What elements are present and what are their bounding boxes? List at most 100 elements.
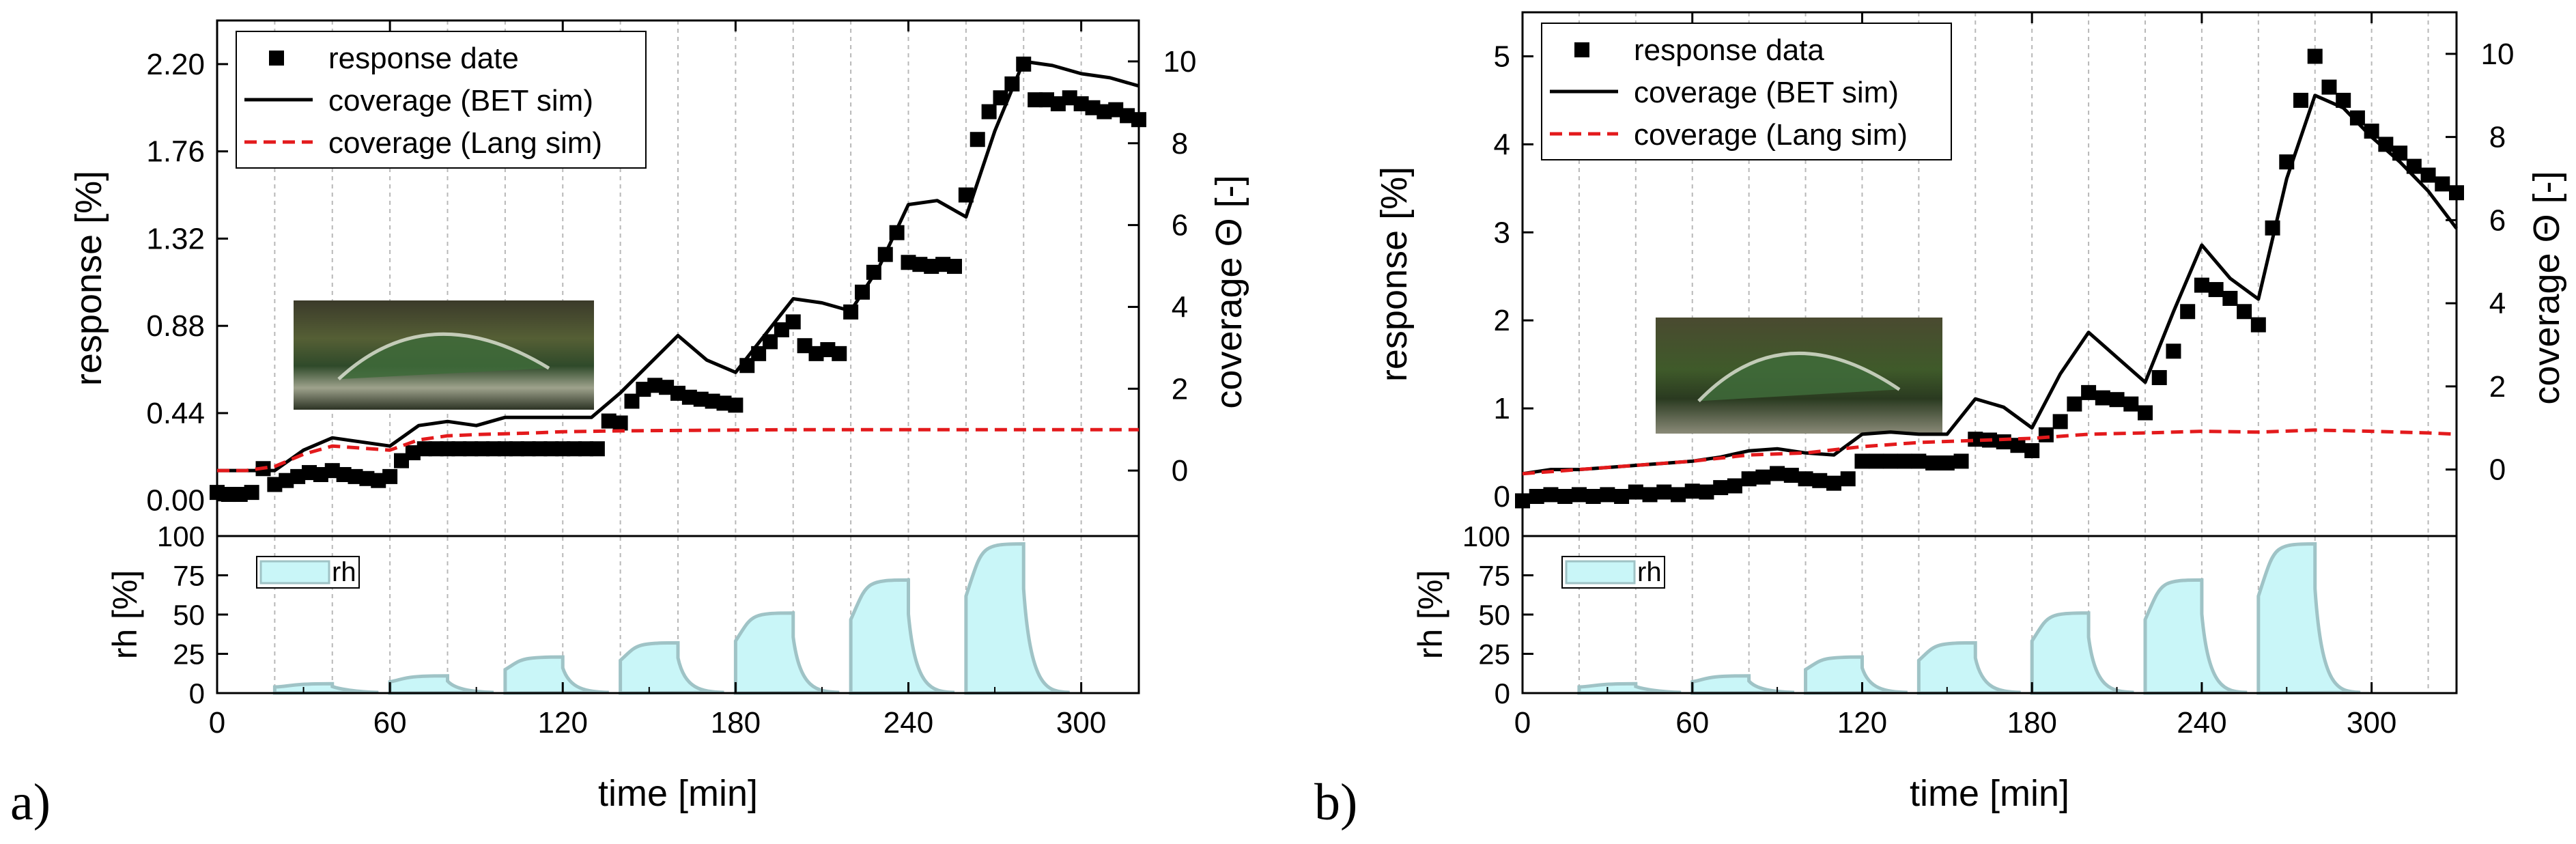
response-marker	[2435, 176, 2450, 192]
response-marker	[924, 259, 939, 275]
response-marker	[728, 397, 744, 413]
response-marker	[797, 338, 812, 354]
coverage-ytick-label: 8	[2489, 121, 2506, 154]
x-axis-label: time [min]	[598, 773, 758, 814]
rh-ytick-label: 100	[1462, 520, 1510, 552]
xtick-label: 240	[883, 706, 933, 740]
response-marker	[1039, 92, 1054, 108]
response-marker	[659, 380, 675, 395]
response-marker	[543, 441, 559, 457]
response-marker	[1614, 488, 1630, 504]
response-marker	[820, 342, 836, 358]
response-marker	[1770, 466, 1785, 481]
response-marker	[382, 468, 398, 484]
response-marker	[1854, 453, 1870, 469]
legend-entry-label: coverage (BET sim)	[1634, 76, 1899, 109]
response-marker	[1671, 487, 1686, 503]
coverage-axis-label: coverage Θ [-]	[1208, 175, 1249, 408]
response-marker	[2194, 277, 2209, 293]
rh-legend-label: rh	[1637, 557, 1662, 587]
rh-pulse	[619, 641, 724, 695]
xtick-label: 0	[209, 706, 225, 740]
legend-entry-label: coverage (Lang sim)	[1634, 118, 1908, 152]
response-marker	[901, 255, 916, 270]
response-marker	[1585, 488, 1601, 504]
coverage-ytick-label: 6	[1172, 209, 1188, 242]
response-marker	[2138, 405, 2153, 421]
response-axis-label: response [%]	[1374, 167, 1415, 382]
response-ytick-label: 2	[1494, 304, 1510, 337]
rh-ytick-label: 75	[173, 560, 205, 592]
response-marker	[1826, 475, 1841, 491]
response-marker	[1968, 432, 1983, 447]
response-marker	[2349, 110, 2365, 126]
rh-pulse	[1804, 655, 1908, 695]
response-marker	[555, 441, 571, 457]
response-ytick-label: 3	[1494, 216, 1510, 249]
rh-pulse	[388, 674, 494, 695]
response-marker	[1096, 104, 1112, 119]
response-marker	[612, 415, 628, 431]
rh-ytick-label: 0	[1495, 677, 1510, 709]
rh-pulse	[2143, 578, 2248, 695]
response-marker	[451, 441, 467, 457]
xtick-label: 120	[538, 706, 588, 740]
response-marker	[405, 445, 421, 461]
rh-pulse	[733, 611, 840, 695]
response-marker	[2067, 396, 2082, 412]
response-marker	[808, 346, 824, 361]
response-marker	[244, 485, 259, 501]
response-marker	[1741, 471, 1757, 487]
response-marker	[1996, 434, 2011, 450]
rh-ytick-label: 25	[173, 638, 205, 671]
response-marker	[348, 468, 363, 484]
response-marker	[2336, 92, 2351, 108]
xtick-label: 60	[373, 706, 407, 740]
response-marker	[1755, 469, 1771, 485]
response-marker	[1882, 453, 1898, 469]
response-ytick-label: 0.88	[146, 309, 205, 343]
rh-pulse	[964, 541, 1070, 695]
response-ytick-label: 0.44	[146, 397, 205, 430]
rh-pulse	[1690, 674, 1795, 695]
droplet-shape	[337, 332, 550, 381]
response-marker	[463, 441, 479, 457]
response-marker	[1798, 471, 1813, 487]
response-marker	[440, 441, 455, 457]
x-axis-label: time [min]	[1910, 773, 2069, 814]
response-marker	[567, 441, 582, 457]
response-marker	[1656, 484, 1672, 500]
response-marker	[475, 441, 490, 457]
legend-entry-label: coverage (BET sim)	[328, 84, 593, 117]
rh-pulse	[2030, 611, 2134, 695]
response-marker	[981, 104, 997, 119]
panel-label: a)	[10, 774, 51, 831]
coverage-ytick-label: 0	[1172, 454, 1188, 488]
legend-entry-label: response date	[328, 42, 519, 75]
response-marker	[601, 413, 617, 429]
response-marker	[1073, 96, 1089, 111]
response-marker	[2052, 414, 2068, 430]
xtick-label: 300	[1056, 706, 1106, 740]
rh-pulse	[1577, 681, 1682, 695]
coverage-axis-label: coverage Θ [-]	[2526, 171, 2567, 404]
response-marker	[912, 257, 928, 272]
response-marker	[693, 391, 709, 407]
response-marker	[2081, 384, 2097, 400]
response-marker	[1062, 90, 1077, 106]
response-marker	[647, 378, 663, 393]
response-marker	[267, 477, 283, 492]
response-marker	[1840, 471, 1856, 487]
rh-ytick-label: 50	[173, 599, 205, 631]
response-ytick-label: 1	[1494, 392, 1510, 425]
response-marker	[2123, 396, 2139, 412]
response-marker	[2406, 158, 2422, 174]
response-marker	[520, 441, 536, 457]
response-marker	[416, 441, 432, 457]
rh-pulse	[1916, 641, 2021, 695]
response-marker	[993, 90, 1008, 106]
response-marker	[394, 453, 409, 468]
response-marker	[969, 132, 985, 147]
